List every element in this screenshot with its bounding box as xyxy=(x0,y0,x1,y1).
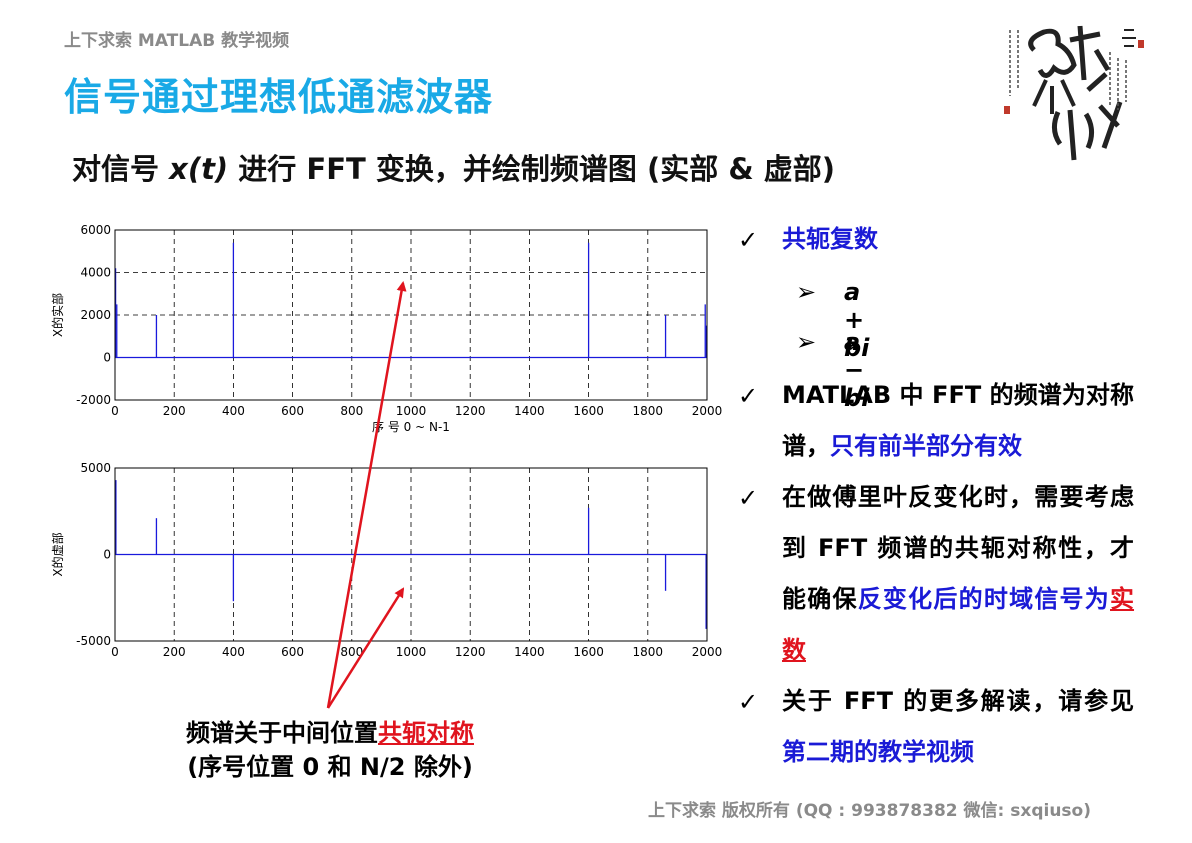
x-tick-label: 200 xyxy=(163,645,186,659)
x-tick-label: 400 xyxy=(222,645,245,659)
inverse-blue-text: 反变化后的时域信号为 xyxy=(857,585,1111,613)
page-title: 信号通过理想低通滤波器 xyxy=(64,75,494,119)
fft-blue-text: 只有前半部分有效 xyxy=(830,432,1022,460)
y-tick-label: 6000 xyxy=(80,223,111,237)
x-tick-label: 1400 xyxy=(514,645,545,659)
x-axis-label: 序 号 0 ~ N-1 xyxy=(372,419,450,434)
x-tick-label: 0 xyxy=(111,645,119,659)
annotation-line1-pre: 频谱关于中间位置 xyxy=(186,719,378,747)
annotation-line2: (序号位置 0 和 N/2 除外) xyxy=(187,753,473,781)
more-blue-text: 第二期的教学视频 xyxy=(782,738,974,766)
x-tick-label: 600 xyxy=(281,645,304,659)
x-tick-label: 2000 xyxy=(692,645,723,659)
subtitle: 对信号 x(t) 进行 FFT 变换，并绘制频谱图 (实部 & 虚部) xyxy=(72,146,835,188)
check-icon: ✓ xyxy=(738,226,759,254)
header-text: 上下求索 MATLAB 教学视频 xyxy=(64,31,290,51)
x-tick-label: 200 xyxy=(163,404,186,418)
y-tick-label: 2000 xyxy=(80,308,111,322)
check-icon: ✓ xyxy=(738,382,759,410)
x-tick-label: 800 xyxy=(340,404,363,418)
fft-text: MATLAB 中 FFT 的频谱为对称谱， xyxy=(782,381,1134,460)
x-tick-label: 1800 xyxy=(633,404,664,418)
fft-charts: 0 200 400 600 800 1000 1200 1400 1600 1800 2000600… xyxy=(50,223,723,659)
plot-frame xyxy=(114,467,708,642)
real-part-plot: 0 200 400 600 800 1000 1200 1400 1600 1800 2000 600… xyxy=(50,223,722,434)
sub1-text: a + bi xyxy=(844,278,870,362)
subtitle-post: 进行 FFT 变换，并绘制频谱图 (实部 & 虚部) xyxy=(228,152,835,186)
y-tick-label: 4000 xyxy=(80,266,111,280)
x-tick-label: 1800 xyxy=(633,645,664,659)
check-icon: ✓ xyxy=(738,688,759,716)
plot-frame xyxy=(114,229,708,401)
x-tick-label: 800 xyxy=(340,645,363,659)
annotation-line1-red: 共轭对称 xyxy=(378,719,474,747)
x-tick-label: 1200 xyxy=(455,404,486,418)
y-axis-label: X的虚部 xyxy=(50,532,65,576)
inverse-red-text: 实数 xyxy=(782,585,1135,664)
x-tick-label: 1600 xyxy=(573,645,604,659)
x-tick-label: 400 xyxy=(222,404,245,418)
sub2-text: a − bi xyxy=(844,328,870,412)
x-tick-label: 1400 xyxy=(514,404,545,418)
y-tick-label: -5000 xyxy=(76,634,111,648)
conjugate-text: 共轭复数 xyxy=(782,225,878,253)
y-tick-label: 0 xyxy=(103,351,111,365)
arrow-bullet-icon: ➢ xyxy=(796,328,817,356)
x-tick-label: 1600 xyxy=(573,404,604,418)
inverse-text: 在做傅里叶反变化时，需要考虑到 FFT 频谱的共轭对称性，才能确保 xyxy=(782,483,1134,613)
x-tick-label: 1000 xyxy=(396,645,427,659)
more-text: 关于 FFT 的更多解读，请参见 xyxy=(782,687,1134,715)
y-axis-label: X的实部 xyxy=(50,293,65,337)
symmetry-annotation: 频谱关于中间位置共轭对称 (序号位置 0 和 N/2 除外) xyxy=(120,716,540,784)
subtitle-pre: 对信号 xyxy=(72,152,170,186)
x-tick-label: 1200 xyxy=(455,645,486,659)
imaginary-part-plot: 0 200 400 600 800 1000 1200 1400 1600 1800 2000 500… xyxy=(50,461,723,659)
y-tick-label: -2000 xyxy=(76,393,111,407)
arrow-bullet-icon: ➢ xyxy=(796,278,817,306)
y-tick-label: 0 xyxy=(103,548,111,562)
subtitle-variable: x(t) xyxy=(169,152,229,186)
x-tick-label: 0 xyxy=(111,404,119,418)
x-tick-label: 600 xyxy=(281,404,304,418)
footer-copyright: 上下求索 版权所有 (QQ : 993878382 微信: sxqiuso) xyxy=(648,801,1091,821)
x-tick-label: 2000 xyxy=(692,404,723,418)
check-icon: ✓ xyxy=(738,484,759,512)
calligraphy-seal-icon xyxy=(1004,25,1144,161)
y-tick-label: 5000 xyxy=(80,461,111,475)
x-tick-label: 1000 xyxy=(396,404,427,418)
